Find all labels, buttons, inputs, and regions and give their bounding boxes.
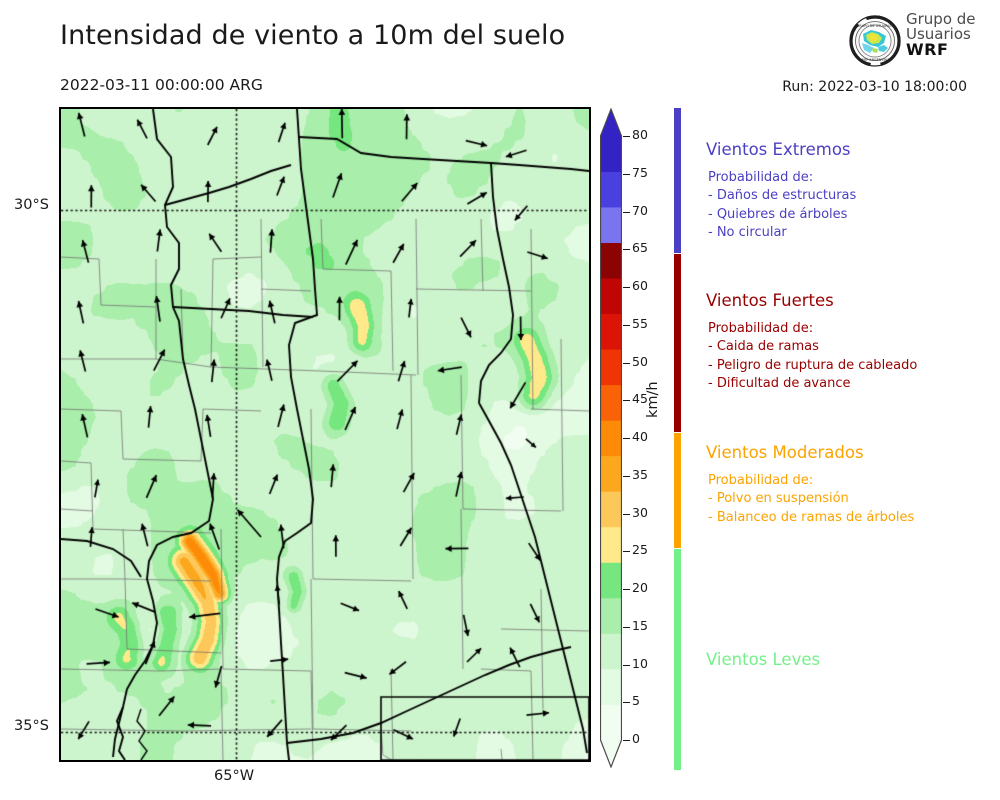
colorbar-tick-label: 0: [632, 731, 640, 746]
run-time-label: Run: 2022-03-10 18:00:00: [782, 79, 967, 95]
colorbar-tick-mark: [623, 249, 630, 251]
colorbar-tick-label: 55: [632, 315, 648, 331]
colorbar-tick-mark: [623, 664, 630, 666]
legend-category-details: Probabilidad de: - Daños de estructuras - …: [706, 169, 856, 243]
legend-item: - Dificultad de avance: [708, 376, 851, 392]
colorbar-tick-mark: [623, 551, 630, 553]
colorbar-tick-mark: [623, 400, 630, 402]
colorbar-tick-mark: [623, 362, 630, 364]
logo-text: Grupo de Usuarios WRF: [906, 12, 976, 58]
axis-label-lat-35s: 35°S: [14, 718, 49, 734]
colorbar-tick-mark: [623, 626, 630, 628]
colorbar-tick-mark: [623, 136, 630, 137]
legend-item: - Peligro de ruptura de cableado: [708, 357, 918, 373]
colorbar-tick-mark: [623, 740, 630, 741]
colorbar-tick-label: 10: [632, 655, 648, 671]
colorbar-tick-label: 70: [632, 202, 648, 218]
legend-category-title: Vientos Leves: [706, 650, 821, 669]
legend-category-details: Probabilidad de: - Caida de ramas - Peligr…: [706, 320, 917, 394]
wind-category-legend: Vientos Extremos Probabilidad de: - Daños …: [674, 108, 994, 770]
logo-line-3: WRF: [906, 40, 949, 59]
colorbar-tick-label: 50: [632, 353, 648, 369]
colorbar-tick-label: 75: [632, 164, 648, 180]
legend-category-title: Vientos Extremos: [706, 140, 851, 159]
axis-label-lat-30s: 30°S: [14, 197, 49, 213]
colorbar-tick-mark: [623, 287, 630, 288]
legend-intro: Probabilidad de:: [708, 170, 814, 185]
valid-time-label: 2022-03-11 00:00:00 ARG: [60, 76, 263, 94]
logo-line-2: Usuarios: [906, 25, 971, 43]
page-title: Intensidad de viento a 10m del suelo: [60, 20, 566, 51]
colorbar-tick-mark: [623, 211, 630, 213]
colorbar-tick-label: 15: [632, 617, 648, 633]
colorbar-tick-mark: [623, 513, 630, 515]
colorbar-tick-label: 30: [632, 504, 648, 520]
colorbar-tick-label: 5: [632, 693, 640, 709]
legend-color-bar: [674, 433, 681, 548]
globe-seal-icon: GRUPO DE USUARIOS WRF ARGENTINA: [849, 15, 901, 67]
legend-color-bar: [674, 254, 681, 432]
legend-item: - No circular: [708, 225, 787, 241]
legend-color-bar: [674, 549, 681, 770]
legend-intro: Probabilidad de:: [708, 321, 814, 336]
svg-text:WRF ARGENTINA: WRF ARGENTINA: [861, 58, 890, 62]
legend-category-2: Vientos Fuertes Probabilidad de: - Caida d…: [706, 291, 917, 394]
legend-category-title: Vientos Fuertes: [706, 291, 834, 310]
legend-item: - Polvo en suspensión: [708, 491, 849, 507]
legend-item: - Balanceo de ramas de árboles: [708, 509, 915, 525]
colorbar-tick-label: 25: [632, 542, 648, 558]
logo: GRUPO DE USUARIOS WRF ARGENTINA Grupo de…: [848, 12, 993, 70]
colorbar-tick-mark: [623, 324, 630, 326]
colorbar-tick-mark: [623, 475, 630, 477]
colorbar-tick-label: 80: [632, 127, 648, 142]
wind-speed-map[interactable]: [59, 107, 591, 762]
legend-category-details: Probabilidad de: - Polvo en suspensión - B…: [706, 472, 914, 527]
colorbar: [600, 108, 622, 768]
logo-line-1: Grupo de: [906, 10, 976, 28]
legend-category-title: Vientos Moderados: [706, 443, 864, 462]
axis-label-lon-65w: 65°W: [214, 768, 255, 784]
colorbar-tick-label: 65: [632, 240, 648, 256]
legend-item: - Caida de ramas: [708, 339, 819, 355]
legend-intro: Probabilidad de:: [708, 473, 814, 488]
svg-text:GRUPO DE USUARIOS: GRUPO DE USUARIOS: [857, 24, 894, 28]
colorbar-tick-label: 20: [632, 580, 648, 595]
legend-category-4: Vientos Leves: [706, 650, 820, 679]
map-canvas: [61, 109, 589, 760]
colorbar-tick-mark: [623, 702, 630, 704]
legend-item: - Quiebres de árboles: [708, 206, 848, 222]
colorbar-tick-label: 40: [632, 429, 648, 444]
colorbar-tick-mark: [623, 589, 630, 590]
legend-color-bar: [674, 108, 681, 253]
colorbar-tick-mark: [623, 438, 630, 439]
colorbar-tick-label: 60: [632, 278, 648, 293]
legend-category-3: Vientos Moderados Probabilidad de: - Polvo…: [706, 443, 914, 527]
colorbar-tick-mark: [623, 173, 630, 175]
legend-item: - Daños de estructuras: [708, 188, 857, 204]
colorbar-tick-label: 45: [632, 391, 648, 407]
colorbar-tick-label: 35: [632, 466, 648, 482]
legend-category-1: Vientos Extremos Probabilidad de: - Daños …: [706, 140, 856, 243]
